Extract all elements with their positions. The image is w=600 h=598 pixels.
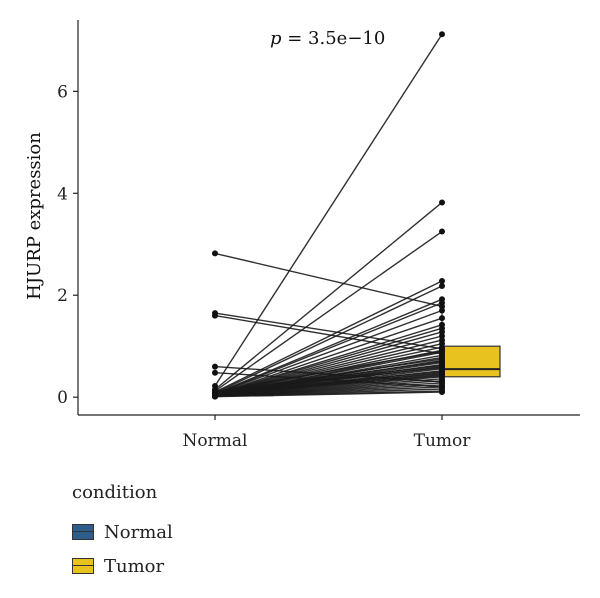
- x-tick-label: Normal: [183, 431, 248, 451]
- pair-line: [214, 375, 443, 395]
- y-tick-label: 6: [57, 82, 68, 102]
- point-tumor: [439, 283, 445, 290]
- y-tick-label: 2: [57, 286, 68, 306]
- pair-line: [214, 350, 443, 393]
- pair-line: [214, 314, 443, 355]
- pair-line: [214, 317, 443, 396]
- point-tumor: [439, 299, 445, 306]
- pair-line: [214, 201, 443, 391]
- point-normal: [212, 369, 218, 376]
- y-tick-label: 4: [57, 184, 68, 204]
- y-tick-label: 0: [57, 388, 68, 408]
- point-tumor: [439, 358, 445, 365]
- legend-label-normal: Normal: [104, 521, 173, 543]
- pair-line: [214, 312, 443, 350]
- y-axis-title: HJURP expression: [24, 132, 45, 300]
- legend-key-tumor: [72, 558, 94, 574]
- legend-item-tumor: Tumor: [72, 549, 173, 583]
- pair-line: [214, 285, 443, 394]
- point-tumor: [439, 228, 445, 235]
- plot-layer: 0 2 4 6 Normal Tumor: [57, 20, 580, 451]
- box-tumor: [441, 345, 501, 378]
- pair-line: [214, 252, 443, 308]
- legend: condition Normal Tumor: [72, 482, 173, 583]
- p-value-annotation: p = 3.5e−10: [270, 28, 385, 49]
- pair-line: [214, 370, 443, 394]
- point-tumor: [439, 31, 445, 38]
- point-tumor: [439, 315, 445, 322]
- point-tumor: [439, 199, 445, 206]
- pair-line: [214, 358, 443, 394]
- pair-line: [214, 327, 443, 396]
- legend-key-normal: [72, 524, 94, 540]
- pair-line: [214, 309, 443, 395]
- point-normal: [212, 388, 218, 395]
- pair-line: [214, 302, 443, 395]
- point-normal: [212, 250, 218, 257]
- point-tumor: [439, 348, 445, 355]
- pair-line: [214, 280, 443, 393]
- point-tumor: [439, 277, 445, 284]
- pair-line: [214, 33, 443, 387]
- pair-line: [214, 373, 443, 395]
- p-value-italic: p: [270, 28, 282, 49]
- pair-line: [214, 360, 443, 394]
- pair-line: [214, 230, 443, 392]
- legend-label-tumor: Tumor: [104, 555, 165, 577]
- p-value-text: = 3.5e−10: [282, 28, 386, 49]
- legend-item-normal: Normal: [72, 515, 173, 549]
- point-normal: [212, 363, 218, 370]
- point-tumor: [439, 372, 445, 379]
- point-normal: [212, 312, 218, 319]
- point-tumor: [439, 389, 445, 396]
- chart-svg: 0 2 4 6 Normal Tumor p = 3.5e−10 HJURP expres…: [24, 20, 580, 451]
- x-tick-label: Tumor: [414, 431, 472, 451]
- pair-line: [214, 298, 443, 395]
- point-tumor: [439, 307, 445, 314]
- legend-title: condition: [72, 482, 158, 503]
- pair-line: [214, 391, 443, 398]
